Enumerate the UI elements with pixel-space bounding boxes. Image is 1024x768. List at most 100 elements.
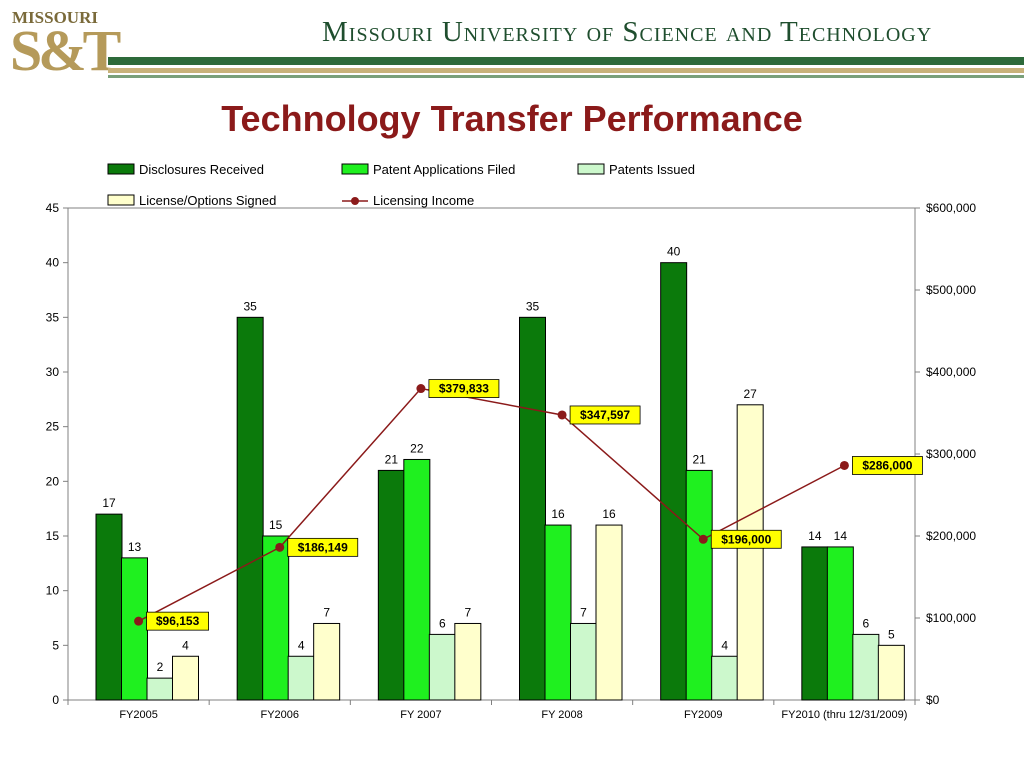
x-tick-label: FY2009 bbox=[684, 709, 723, 721]
bar bbox=[146, 677, 174, 701]
bar-label: 6 bbox=[439, 616, 446, 630]
right-axis: $0 $100,000 $200,000 $300,000 $400,000 $500,0… bbox=[915, 201, 976, 707]
chart-legend: Disclosures Received Patent Applications … bbox=[107, 162, 695, 208]
bar-label: 13 bbox=[128, 540, 142, 554]
bar-label: 5 bbox=[888, 627, 895, 641]
bar bbox=[877, 644, 905, 701]
income-label-box bbox=[287, 537, 359, 557]
legend-label: Patent Applications Filed bbox=[373, 162, 515, 177]
licensing-income-line: $96,153 $186,149 $379,833 $347,597 $196,000 $… bbox=[134, 379, 923, 631]
x-tick-label: FY2010 (thru 12/31/2009) bbox=[781, 709, 907, 721]
income-label-box bbox=[569, 405, 641, 425]
x-tick-label: FY2006 bbox=[260, 709, 299, 721]
left-tick-label: 5 bbox=[52, 638, 59, 652]
left-tick-label: 30 bbox=[46, 365, 60, 379]
university-name: Missouri University of Science and Techn… bbox=[322, 16, 933, 48]
income-label-box bbox=[852, 456, 923, 475]
income-point bbox=[698, 534, 708, 544]
bar-label: 4 bbox=[298, 638, 305, 652]
right-tick-label: $600,000 bbox=[926, 201, 976, 215]
bar-label: 7 bbox=[580, 605, 587, 619]
bar bbox=[262, 535, 290, 701]
left-tick-label: 15 bbox=[46, 529, 60, 543]
left-tick-label: 20 bbox=[46, 474, 60, 488]
bar-label: 17 bbox=[102, 496, 116, 510]
bar bbox=[403, 458, 431, 701]
income-label: $379,833 bbox=[439, 382, 489, 396]
bar bbox=[685, 469, 713, 701]
bar bbox=[595, 524, 623, 701]
bar-label: 16 bbox=[602, 507, 616, 521]
right-tick-label: $500,000 bbox=[926, 283, 976, 297]
legend-label: Patents Issued bbox=[609, 162, 695, 177]
bar bbox=[121, 557, 148, 701]
right-tick-label: $100,000 bbox=[926, 611, 976, 625]
left-tick-label: 0 bbox=[52, 693, 59, 707]
bar bbox=[95, 513, 123, 701]
left-tick-label: 35 bbox=[46, 310, 60, 324]
x-tick-label: FY 2007 bbox=[400, 709, 441, 721]
income-label-box bbox=[428, 379, 500, 398]
bar-label: 27 bbox=[743, 387, 757, 401]
income-label: $286,000 bbox=[862, 458, 912, 472]
bar-label: 15 bbox=[269, 518, 283, 532]
right-tick-label: $200,000 bbox=[926, 529, 976, 543]
header-band-green bbox=[108, 57, 1024, 65]
income-label: $196,000 bbox=[721, 532, 771, 546]
bar-label: 35 bbox=[526, 299, 540, 313]
bar-label: 7 bbox=[464, 605, 471, 619]
bar-label: 4 bbox=[721, 638, 728, 652]
bar bbox=[736, 404, 764, 701]
bar bbox=[377, 469, 405, 701]
bar bbox=[519, 316, 546, 701]
bar-label: 4 bbox=[182, 638, 189, 652]
legend-line-marker bbox=[351, 197, 359, 205]
income-point bbox=[416, 384, 426, 394]
left-tick-label: 25 bbox=[46, 420, 60, 434]
bar-label: 21 bbox=[385, 452, 399, 466]
income-point bbox=[557, 410, 567, 420]
income-label: $186,149 bbox=[298, 540, 348, 554]
income-polyline bbox=[138, 387, 845, 622]
bar-label: 22 bbox=[410, 441, 424, 455]
income-point bbox=[275, 542, 285, 552]
x-tick-label: FY2005 bbox=[119, 709, 158, 721]
right-tick-label: $0 bbox=[926, 693, 940, 707]
bar bbox=[660, 262, 688, 701]
income-label: $96,153 bbox=[156, 614, 200, 628]
university-logo: MISSOURI S&T bbox=[8, 6, 121, 86]
legend-swatch bbox=[341, 163, 369, 175]
bar bbox=[287, 655, 315, 701]
bar bbox=[801, 546, 829, 701]
bar-label: 21 bbox=[692, 452, 706, 466]
logo-top-text: MISSOURI bbox=[12, 8, 98, 27]
x-tick-label: FY 2008 bbox=[541, 709, 582, 721]
right-tick-label: $300,000 bbox=[926, 447, 976, 461]
bar bbox=[570, 622, 597, 701]
bar bbox=[313, 622, 341, 701]
bar-label: 2 bbox=[157, 660, 164, 674]
bar bbox=[428, 633, 456, 701]
left-tick-label: 40 bbox=[46, 256, 60, 270]
bar-label: 14 bbox=[808, 529, 822, 543]
bar bbox=[236, 316, 264, 701]
bar bbox=[852, 633, 880, 701]
income-point bbox=[134, 616, 144, 626]
left-axis: 0 5 10 15 20 25 30 35 40 45 bbox=[46, 201, 68, 707]
chart-title: Technology Transfer Performance bbox=[221, 98, 803, 139]
bar bbox=[544, 524, 572, 701]
bar-label: 6 bbox=[862, 616, 869, 630]
header-band-light bbox=[108, 75, 1024, 78]
bar-label: 7 bbox=[323, 605, 330, 619]
legend-label: Disclosures Received bbox=[139, 162, 264, 177]
income-point bbox=[839, 460, 849, 470]
legend-swatch bbox=[577, 163, 605, 175]
bar bbox=[454, 622, 482, 701]
slide-header: MISSOURI S&T Missouri University of Scie… bbox=[0, 0, 1024, 88]
bars: 17 35 21 35 40 14 13 15 22 16 21 14 2 4 6 7 4 6 4 7 7 16 27 5 bbox=[95, 245, 905, 701]
income-label: $347,597 bbox=[580, 408, 630, 422]
header-band-tan bbox=[108, 68, 1024, 73]
x-axis: FY2005 FY2006 FY 2007 FY 2008 FY2009 FY2010 (… bbox=[67, 700, 916, 721]
logo-main-text: S&T bbox=[10, 18, 121, 83]
legend-swatch bbox=[107, 163, 135, 175]
